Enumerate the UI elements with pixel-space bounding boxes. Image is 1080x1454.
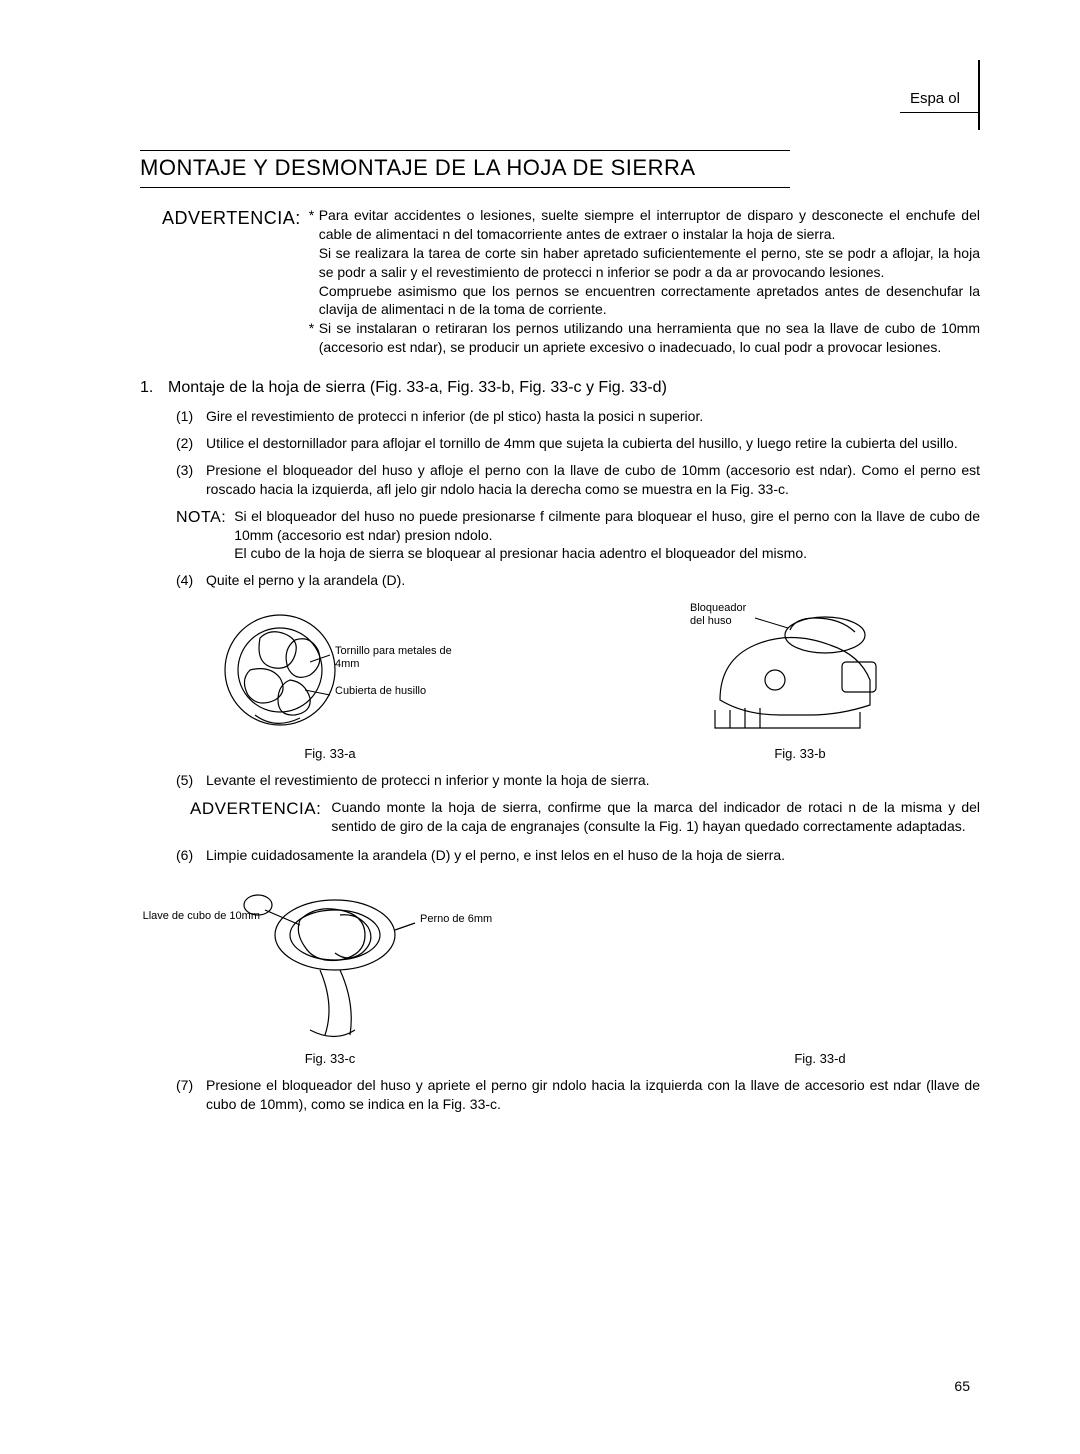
warning-item-2: Si se instalaran o retiraran los pernos …: [319, 319, 980, 357]
figure-a: Tornillo para metales de 4mm Cubierta de…: [200, 600, 460, 761]
step-text: Levante el revestimiento de protecci n i…: [206, 771, 650, 790]
list-item: (4)Quite el perno y la arandela (D).: [176, 571, 980, 590]
step-text: Utilice el destornillador para aflojar e…: [206, 434, 958, 453]
fig-d-caption: Fig. 33-d: [720, 1051, 920, 1066]
warning-label: ADVERTENCIA:: [162, 206, 309, 357]
warning-block-2: ADVERTENCIA: Cuando monte la hoja de sie…: [190, 798, 980, 836]
warning-text-2: Cuando monte la hoja de sierra, confirme…: [331, 798, 980, 836]
fig-c-caption: Fig. 33-c: [140, 1051, 520, 1066]
step-num: (3): [176, 461, 206, 499]
subsection-title: Montaje de la hoja de sierra (Fig. 33-a,…: [168, 379, 667, 396]
step-text: Quite el perno y la arandela (D).: [206, 571, 405, 590]
step-text: Gire el revestimiento de protecci n infe…: [206, 407, 703, 426]
fig-a-caption: Fig. 33-a: [200, 746, 460, 761]
fig-a-label-2: Cubierta de husillo: [335, 685, 455, 698]
list-item: (7)Presione el bloqueador del huso y apr…: [176, 1076, 980, 1114]
bullet-star: *: [309, 206, 319, 319]
bullet-star: *: [309, 319, 319, 357]
step-num: (4): [176, 571, 206, 590]
nota-label: NOTA:: [176, 507, 234, 564]
warning-block: ADVERTENCIA: *Para evitar accidentes o l…: [162, 206, 980, 357]
step-list: (1)Gire el revestimiento de protecci n i…: [176, 407, 980, 499]
step-list: (5)Levante el revestimiento de protecci …: [176, 771, 980, 790]
step-text: Presione el bloqueador del huso y apriet…: [206, 1076, 980, 1114]
warning-label-2: ADVERTENCIA:: [190, 798, 331, 836]
step-num: (6): [176, 846, 206, 865]
step-list: (6)Limpie cuidadosamente la arandela (D)…: [176, 846, 980, 865]
nota-block: NOTA: Si el bloqueador del huso no puede…: [176, 507, 980, 564]
fig-c-label-left: Llave de cubo de 10mm: [140, 910, 260, 923]
warning-item-1: Para evitar accidentes o lesiones, suelt…: [319, 206, 980, 319]
nota-text: Si el bloqueador del huso no puede presi…: [234, 507, 980, 564]
step-list: (7)Presione el bloqueador del huso y apr…: [176, 1076, 980, 1114]
figure-row-2: Llave de cubo de 10mm Perno de 6mm Fig. …: [140, 875, 980, 1066]
subsection-number: 1.: [140, 379, 168, 397]
list-item: (3)Presione el bloqueador del huso y afl…: [176, 461, 980, 499]
list-item: (6)Limpie cuidadosamente la arandela (D)…: [176, 846, 980, 865]
section-title: MONTAJE Y DESMONTAJE DE LA HOJA DE SIERR…: [140, 150, 790, 188]
step-num: (1): [176, 407, 206, 426]
list-item: (2)Utilice el destornillador para afloja…: [176, 434, 980, 453]
fig-c-label-right: Perno de 6mm: [420, 913, 510, 926]
list-item: (1)Gire el revestimiento de protecci n i…: [176, 407, 980, 426]
figure-c: Llave de cubo de 10mm Perno de 6mm Fig. …: [140, 875, 520, 1066]
step-text: Presione el bloqueador del huso y afloje…: [206, 461, 980, 499]
figure-d: Fig. 33-d: [720, 875, 920, 1066]
fig-b-caption: Fig. 33-b: [660, 746, 940, 761]
step-text: Limpie cuidadosamente la arandela (D) y …: [206, 846, 785, 865]
fig-b-label-1: Bloqueador del huso: [690, 602, 760, 628]
step-num: (2): [176, 434, 206, 453]
figure-row-1: Tornillo para metales de 4mm Cubierta de…: [200, 600, 980, 761]
list-item: (5)Levante el revestimiento de protecci …: [176, 771, 980, 790]
warning-body: *Para evitar accidentes o lesiones, suel…: [309, 206, 980, 357]
fig-a-label-1: Tornillo para metales de 4mm: [335, 645, 455, 671]
language-label: Espa ol: [910, 90, 960, 107]
figure-b: Bloqueador del huso Fig. 33-b: [660, 600, 940, 761]
page-number: 65: [954, 1378, 970, 1394]
subsection-heading: 1.Montaje de la hoja de sierra (Fig. 33-…: [140, 379, 980, 397]
step-num: (7): [176, 1076, 206, 1114]
fig-c-illustration: [140, 875, 520, 1045]
step-list: (4)Quite el perno y la arandela (D).: [176, 571, 980, 590]
step-num: (5): [176, 771, 206, 790]
